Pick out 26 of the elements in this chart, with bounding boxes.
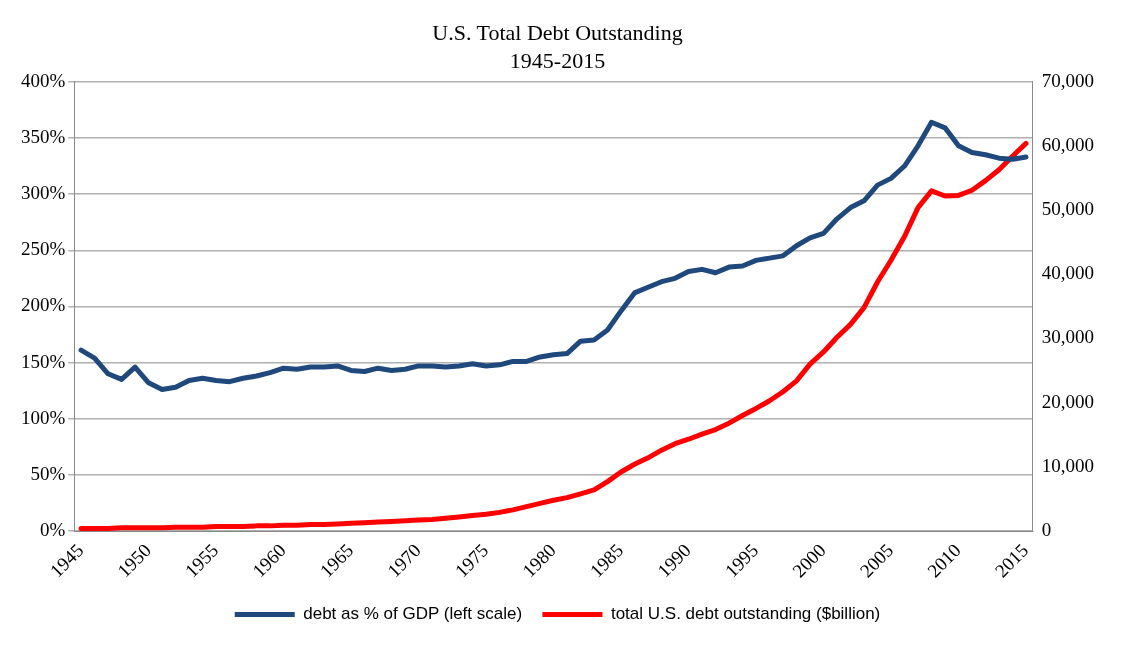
y-tick-label: 150% (21, 350, 66, 372)
y2-tick-label: 0 (1041, 518, 1052, 540)
y2-tick-label: 10,000 (1041, 454, 1094, 476)
y2-tick-label: 40,000 (1041, 262, 1094, 284)
y2-tick-label: 60,000 (1041, 133, 1094, 155)
y-tick-label: 0% (40, 518, 66, 540)
y-tick-label: 250% (21, 238, 66, 260)
x-tick-label: 1990 (653, 539, 695, 582)
y-tick-label: 400% (21, 69, 66, 91)
y-tick-label: 350% (21, 125, 66, 147)
x-tick-label: 1960 (248, 539, 290, 582)
x-tick-label: 1980 (518, 539, 560, 582)
y-tick-label: 300% (21, 182, 66, 204)
y2-tick-label: 50,000 (1041, 198, 1094, 220)
y2-tick-label: 70,000 (1041, 69, 1094, 91)
y-tick-label: 200% (21, 294, 66, 316)
y-tick-label: 50% (30, 462, 66, 484)
y2-tick-label: 30,000 (1041, 326, 1094, 348)
y2-tick-label: 20,000 (1041, 390, 1094, 412)
chart-title: U.S. Total Debt Outstanding (432, 19, 683, 45)
x-tick-label: 1950 (113, 539, 155, 582)
legend-label: debt as % of GDP (left scale) (303, 604, 523, 624)
y-tick-label: 100% (21, 406, 66, 428)
legend-label: total U.S. debt outstanding ($billion) (610, 604, 881, 624)
chart-subtitle: 1945-2015 (509, 48, 606, 74)
x-tick-label: 1970 (383, 539, 425, 582)
